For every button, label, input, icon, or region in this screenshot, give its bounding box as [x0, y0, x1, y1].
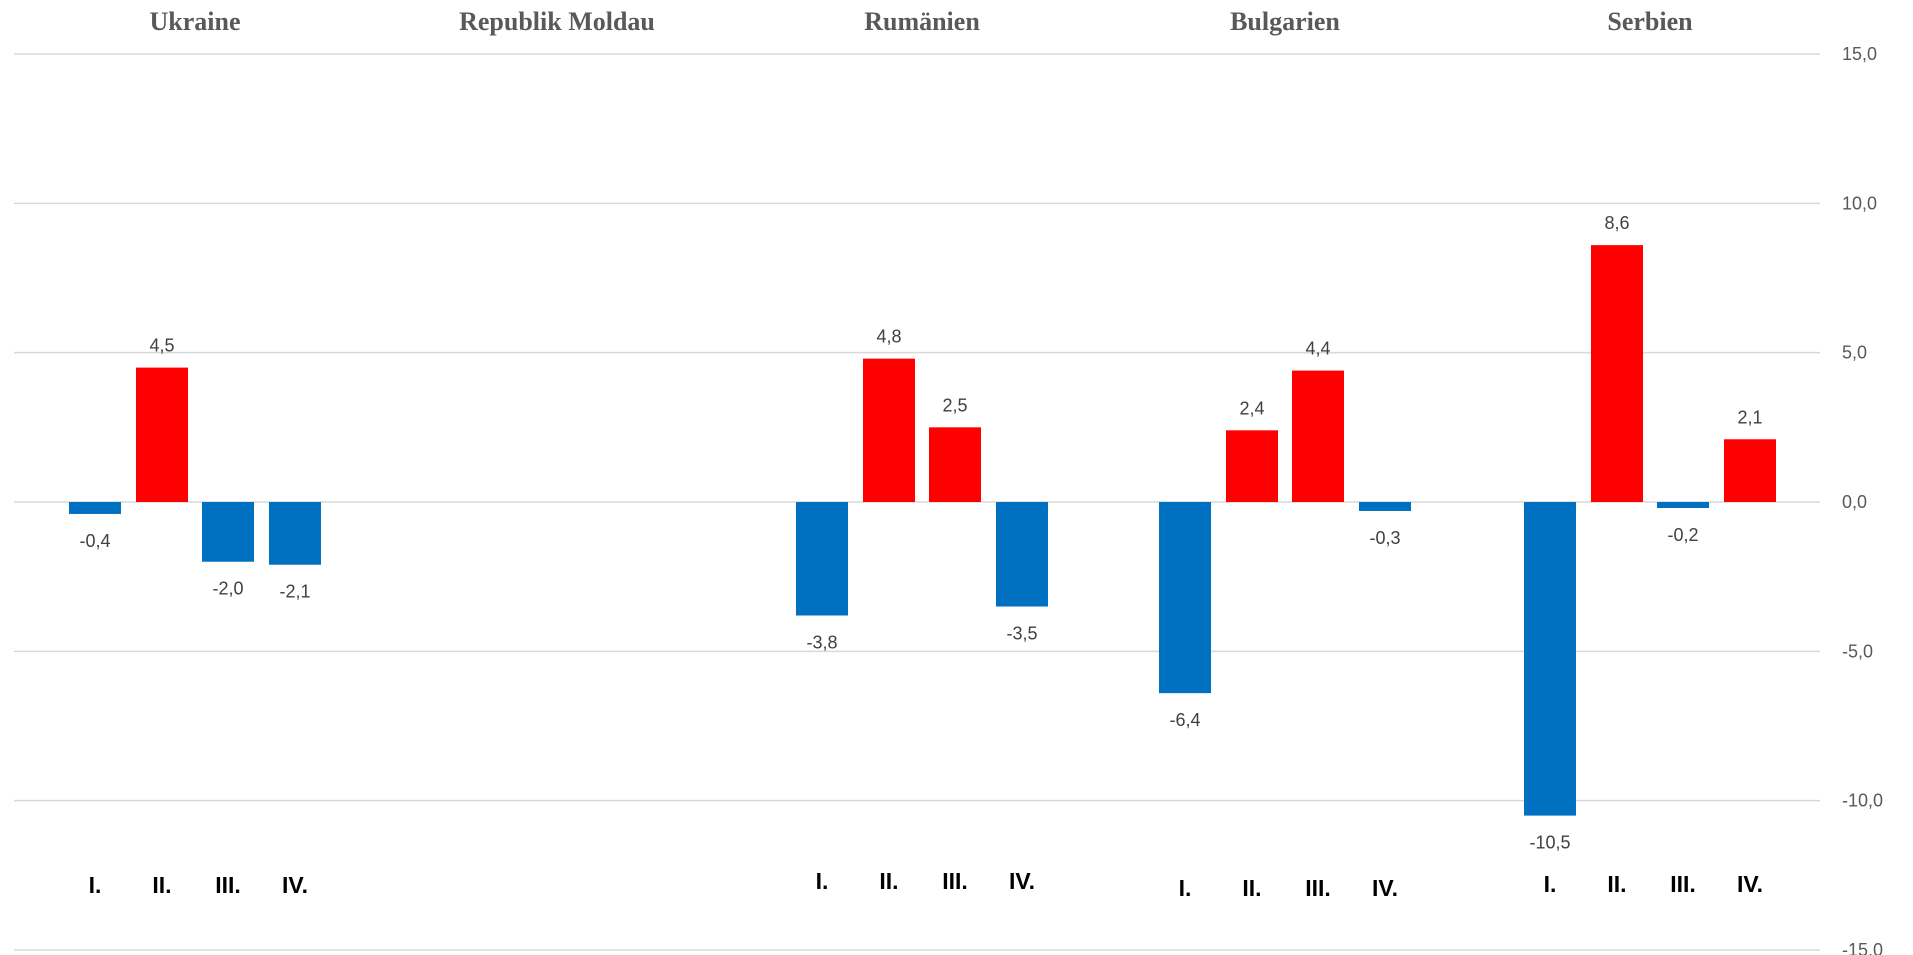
data-label: -0,4	[79, 531, 110, 551]
quarter-label: IV.	[1009, 868, 1035, 894]
quarter-label: IV.	[1737, 871, 1763, 897]
y-tick-label: 5,0	[1842, 343, 1867, 363]
bar	[1292, 370, 1344, 502]
quarter-label: II.	[152, 872, 171, 898]
data-label: -2,1	[279, 582, 310, 602]
quarter-label: III.	[215, 872, 241, 898]
data-label: -2,0	[212, 579, 243, 599]
y-tick-label: 0,0	[1842, 492, 1867, 512]
quarter-label: IV.	[1372, 875, 1398, 901]
bar	[1657, 502, 1709, 508]
data-label: -3,5	[1006, 624, 1037, 644]
bar	[1159, 502, 1211, 694]
y-tick-label: -15,0	[1842, 940, 1883, 955]
group-title: Republik Moldau	[459, 7, 655, 36]
quarter-label: I.	[816, 868, 829, 894]
quarter-label: I.	[1179, 875, 1192, 901]
data-label: -0,2	[1667, 525, 1698, 545]
data-label: 2,4	[1239, 398, 1264, 418]
data-label: -6,4	[1169, 710, 1200, 730]
data-label: -10,5	[1529, 833, 1570, 853]
bar	[136, 367, 188, 502]
bar	[1724, 439, 1776, 502]
bar	[1226, 430, 1278, 502]
group-title: Bulgarien	[1230, 7, 1340, 36]
quarter-label: I.	[1544, 871, 1557, 897]
bar	[69, 502, 121, 514]
labels: 15,0 10,0 5,0 0,0 -5,0 -10,0 -15,0 Ukraine -0,4 I…	[79, 7, 1883, 955]
quarter-label: IV.	[282, 872, 308, 898]
bar	[1591, 245, 1643, 502]
y-tick-label: -5,0	[1842, 641, 1873, 661]
quarter-label: II.	[1607, 871, 1626, 897]
data-label: 8,6	[1604, 213, 1629, 233]
group-title: Serbien	[1607, 7, 1693, 36]
data-label: 2,5	[942, 395, 967, 415]
y-tick-label: 10,0	[1842, 193, 1877, 213]
data-label: 2,1	[1737, 407, 1762, 427]
data-label: 4,8	[876, 327, 901, 347]
data-label: 4,4	[1305, 339, 1330, 359]
group-title: Rumänien	[864, 7, 980, 36]
data-label: -0,3	[1369, 528, 1400, 548]
bar	[1524, 502, 1576, 816]
bar	[202, 502, 254, 562]
data-label: 4,5	[149, 336, 174, 356]
bar	[796, 502, 848, 616]
quarter-label: III.	[942, 868, 968, 894]
y-tick-label: 15,0	[1842, 44, 1877, 64]
data-label: -3,8	[806, 632, 837, 652]
quarter-label: I.	[89, 872, 102, 898]
bar	[269, 502, 321, 565]
group-title: Ukraine	[150, 7, 241, 36]
bar	[929, 427, 981, 502]
quarter-label: II.	[879, 868, 898, 894]
quarter-label: III.	[1670, 871, 1696, 897]
bar	[863, 358, 915, 502]
quarter-label: III.	[1305, 875, 1331, 901]
quarter-label: II.	[1242, 875, 1261, 901]
bar	[1359, 502, 1411, 511]
bars	[69, 245, 1776, 816]
y-tick-label: -10,0	[1842, 791, 1883, 811]
bar	[996, 502, 1048, 607]
